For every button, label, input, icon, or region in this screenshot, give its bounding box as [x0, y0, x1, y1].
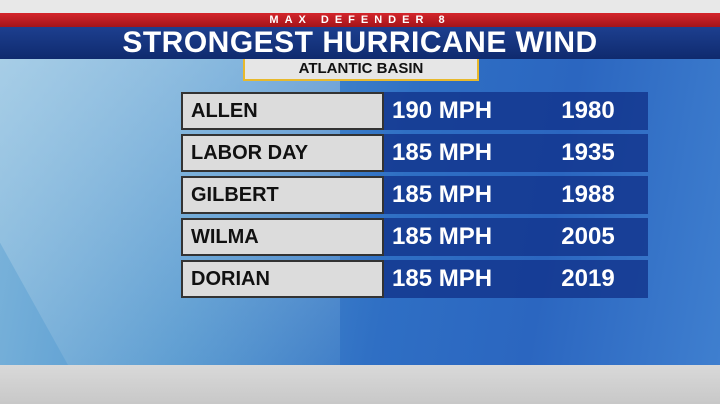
year: 1988: [561, 181, 615, 208]
hurricane-name: LABOR DAY: [181, 134, 384, 172]
hurricane-name: WILMA: [181, 218, 384, 256]
wind-speed: 185 MPH: [392, 181, 493, 208]
row-background: [384, 176, 648, 214]
row-background: [384, 260, 648, 298]
row-background: [384, 92, 648, 130]
wind-speed: 185 MPH: [392, 265, 493, 292]
brand-bar: MAX DEFENDER 8: [0, 13, 720, 27]
year: 2019: [561, 265, 615, 292]
year: 2005: [561, 223, 615, 250]
top-strip: [0, 0, 720, 13]
hurricane-name: DORIAN: [181, 260, 384, 298]
wind-speed: 185 MPH: [392, 223, 493, 250]
title: STRONGEST HURRICANE WIND: [0, 27, 720, 59]
hurricane-name: GILBERT: [181, 176, 384, 214]
wind-speed: 190 MPH: [392, 97, 493, 124]
hurricane-name: ALLEN: [181, 92, 384, 130]
row-background: [384, 134, 648, 172]
year: 1935: [561, 139, 615, 166]
row-background: [384, 218, 648, 256]
subtitle: ATLANTIC BASIN: [243, 59, 479, 81]
bottom-strip: [0, 365, 720, 404]
year: 1980: [561, 97, 615, 124]
wind-speed: 185 MPH: [392, 139, 493, 166]
